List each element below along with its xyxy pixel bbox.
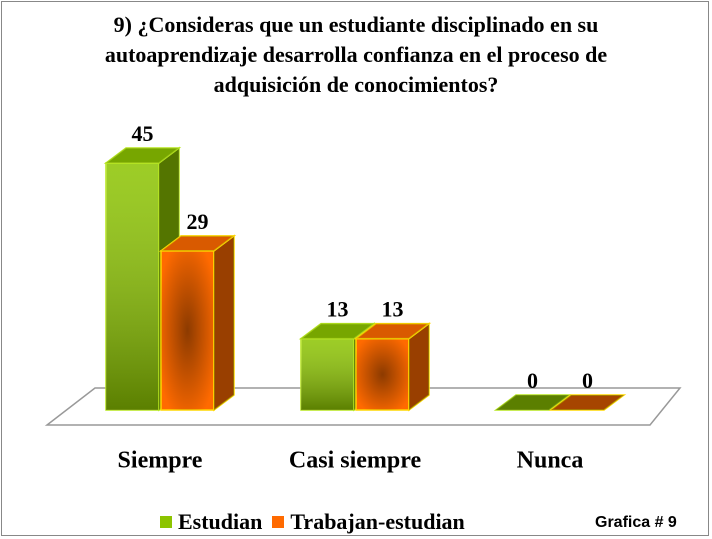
bar-top-shade bbox=[301, 323, 374, 339]
value-label: 13 bbox=[327, 297, 349, 322]
legend-label: Trabajan-estudian bbox=[290, 509, 465, 534]
bar-top-shade bbox=[496, 395, 569, 410]
bar-top-shade bbox=[356, 323, 429, 339]
bar-top bbox=[158, 235, 237, 252]
bar-top-shade bbox=[161, 235, 234, 251]
bar-side-shade bbox=[409, 323, 429, 410]
bar-top bbox=[353, 322, 432, 340]
legend-swatch bbox=[160, 516, 172, 528]
bar-shade bbox=[106, 163, 159, 410]
bar-shade bbox=[161, 250, 214, 410]
bar-shade bbox=[356, 338, 409, 410]
bars: Siempre 45 29 Casi siempre 13 13 Nunca 0 0 bbox=[103, 121, 627, 474]
bar-top bbox=[298, 322, 377, 340]
annotation: Grafica # 9 bbox=[595, 514, 677, 531]
legend-item: Trabajan-estudian bbox=[272, 508, 465, 536]
value-label: 29 bbox=[187, 209, 209, 234]
bar-top bbox=[103, 147, 182, 164]
bar-top bbox=[548, 394, 627, 411]
x-tick-label: Nunca bbox=[517, 448, 584, 474]
x-tick-label: Casi siempre bbox=[289, 448, 422, 474]
value-label: 13 bbox=[382, 297, 404, 322]
legend-swatch bbox=[272, 516, 285, 528]
bar-shade bbox=[301, 338, 354, 410]
bar-top bbox=[493, 394, 572, 411]
bar-side-shade bbox=[214, 235, 234, 410]
legend: Estudian Trabajan-estudian bbox=[0, 508, 712, 538]
chart-title: 9) ¿Consideras que un estudiante discipl… bbox=[104, 12, 608, 97]
value-label: 0 bbox=[582, 368, 593, 393]
value-label: 45 bbox=[132, 121, 154, 146]
bar-top-shade bbox=[551, 395, 624, 410]
x-tick-label: Siempre bbox=[118, 448, 203, 474]
legend-item: Estudian bbox=[160, 508, 262, 536]
value-label: 0 bbox=[527, 368, 538, 393]
bar-top-shade bbox=[106, 148, 179, 163]
legend-label: Estudian bbox=[178, 509, 263, 534]
